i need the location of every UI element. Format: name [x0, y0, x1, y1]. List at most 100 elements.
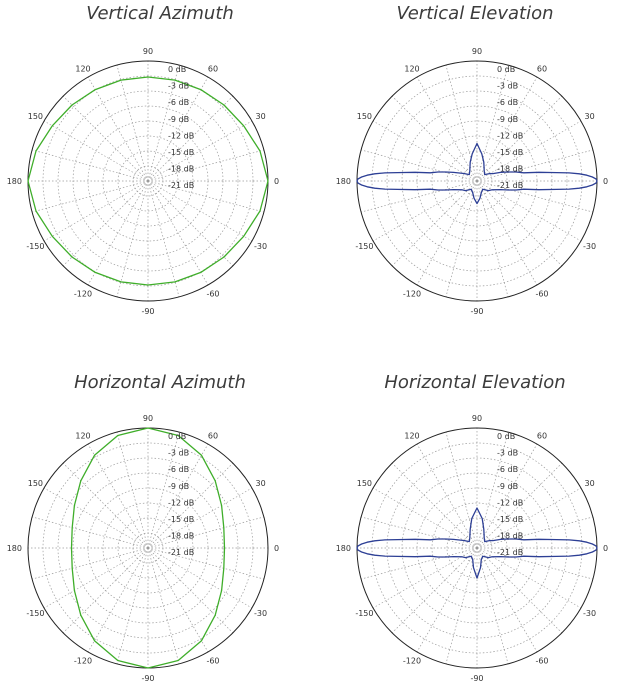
grid-spoke [147, 443, 209, 549]
grid-spoke [476, 443, 538, 549]
angle-tick-label: 180 [336, 177, 351, 186]
grid-spoke [43, 120, 149, 182]
angle-tick-label: 120 [75, 64, 90, 73]
grid-spoke [476, 462, 563, 549]
angle-tick-label: 150 [28, 112, 43, 121]
grid-spoke [147, 547, 180, 665]
angle-tick-label: -150 [355, 242, 373, 251]
grid-spoke [62, 95, 149, 182]
grid-ring [446, 150, 508, 212]
grid-spoke [147, 547, 234, 634]
grid-spoke [116, 180, 149, 298]
radial-tick-label: 0 dB [497, 65, 515, 74]
grid-spoke [391, 95, 478, 182]
grid-spoke [87, 443, 149, 549]
grid-spoke [476, 431, 509, 549]
grid-ring [102, 502, 194, 594]
radial-tick-label: -18 dB [497, 165, 523, 174]
grid-spoke [147, 516, 265, 549]
angle-tick-label: -150 [355, 609, 373, 618]
grid-spoke [147, 64, 180, 182]
grid-ring [117, 517, 179, 579]
angle-tick-label: -90 [470, 307, 483, 316]
grid-spoke [476, 547, 582, 609]
radial-tick-label: -18 dB [168, 165, 194, 174]
grid-ring [102, 135, 194, 227]
angle-tick-label: 30 [256, 479, 266, 488]
grid-spoke [147, 180, 265, 213]
grid-spoke [147, 462, 234, 549]
grid-spoke [116, 547, 149, 665]
grid-spoke [416, 547, 478, 653]
grid-spoke [43, 547, 149, 609]
angle-tick-label: -30 [254, 609, 267, 618]
angle-tick-label: 60 [537, 64, 547, 73]
grid-spoke [360, 180, 478, 213]
grid-spoke [360, 516, 478, 549]
polar-chart-vertical-elevation: 0 30 60 90 120 150 180 -150 -120 -90 -60 -30 0 dB -3 … [336, 47, 608, 316]
polar-chart-vertical-azimuth: 0 30 60 90 120 150 180 -150 -120 -90 -60 -30 0 dB -3 … [7, 47, 279, 316]
grid-spoke [87, 547, 149, 653]
angle-tick-label: 150 [357, 112, 372, 121]
grid-spoke [476, 547, 563, 634]
radial-tick-label: -12 dB [497, 131, 523, 140]
angle-tick-label: 30 [585, 479, 595, 488]
angle-tick-label: 120 [75, 431, 90, 440]
radial-tick-label: -12 dB [497, 498, 523, 507]
grid-spoke [62, 462, 149, 549]
series-trace-horizontal-elevation [356, 507, 598, 579]
grid-spoke [372, 180, 478, 242]
grid-spoke [391, 462, 478, 549]
grid-spoke [476, 76, 538, 182]
radial-tick-label: -15 dB [497, 148, 523, 157]
radial-tick-label: -3 dB [168, 449, 189, 458]
radial-tick-label: -9 dB [497, 482, 518, 491]
series-trace-vertical-azimuth [27, 76, 269, 286]
grid-ring [57, 90, 239, 272]
grid-spoke [476, 547, 594, 580]
grid-spoke [147, 431, 180, 549]
grid-spoke [416, 76, 478, 182]
grid-spoke [31, 516, 149, 549]
grid-spoke [147, 149, 265, 182]
grid-spoke [372, 547, 478, 609]
grid-spoke [445, 180, 478, 298]
grid-spoke [147, 120, 253, 182]
grid-ring [431, 135, 523, 227]
series-trace-horizontal-azimuth [70, 427, 226, 669]
grid-spoke [476, 180, 582, 242]
radial-tick-label: -6 dB [168, 465, 189, 474]
angle-tick-label: -30 [583, 609, 596, 618]
grid-spoke [43, 487, 149, 549]
radial-tick-label: -9 dB [168, 482, 189, 491]
grid-ring [446, 517, 508, 579]
radial-tick-label: -12 dB [168, 131, 194, 140]
angle-tick-label: -60 [206, 290, 219, 299]
angle-tick-label: 0 [274, 544, 279, 553]
angle-tick-label: 60 [537, 431, 547, 440]
grid-spoke [147, 180, 209, 286]
angle-tick-label: 180 [336, 544, 351, 553]
grid-ring [431, 502, 523, 594]
angle-tick-label: 150 [28, 479, 43, 488]
grid-spoke [476, 180, 509, 298]
grid-spoke [31, 149, 149, 182]
angle-tick-label: -90 [141, 307, 154, 316]
grid-spoke [476, 547, 538, 653]
grid-spoke [476, 180, 538, 286]
grid-spoke [360, 149, 478, 182]
radial-tick-label: -3 dB [168, 82, 189, 91]
radial-tick-label: -3 dB [497, 82, 518, 91]
grid-ring [386, 457, 568, 639]
polar-chart-horizontal-azimuth: 0 30 60 90 120 150 180 -150 -120 -90 -60 -30 0 dB -3 … [7, 414, 279, 683]
grid-spoke [62, 547, 149, 634]
angle-tick-label: 180 [7, 544, 22, 553]
grid-spoke [476, 180, 594, 213]
radial-tick-label: 0 dB [497, 432, 515, 441]
angle-tick-label: -90 [470, 674, 483, 683]
angle-tick-label: -60 [535, 290, 548, 299]
radial-tick-label: -15 dB [168, 515, 194, 524]
angle-tick-label: 150 [357, 479, 372, 488]
angle-tick-label: 60 [208, 64, 218, 73]
angle-tick-label: -120 [403, 657, 421, 666]
